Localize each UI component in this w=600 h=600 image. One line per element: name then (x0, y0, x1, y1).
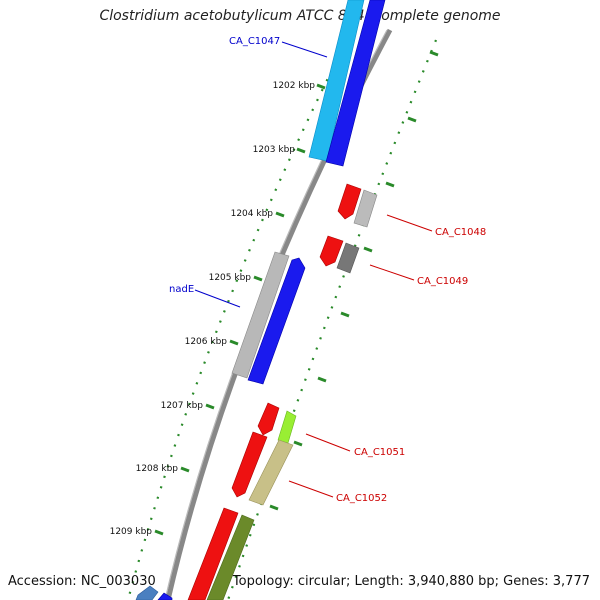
tick-label-1209: 1209 kbp (110, 527, 153, 537)
gene-label-CA_C1052[interactable]: CA_C1052 (336, 493, 387, 504)
feature-next[interactable] (187, 507, 255, 600)
tick-label-1204: 1204 kbp (231, 209, 274, 219)
feature-CA_C1049-gene[interactable] (336, 242, 360, 274)
tick-label-1207: 1207 kbp (161, 401, 204, 411)
outer-tick-f (317, 376, 327, 383)
feature-CA_C1049-cds[interactable] (319, 235, 344, 267)
feature-CA_C1048-cds[interactable] (337, 183, 362, 220)
accession-text: Accession: NC_003030 (8, 574, 156, 589)
leader-CA_C1048 (386, 214, 433, 232)
feature-CA_C1047[interactable] (308, 0, 386, 167)
tick-mark-1202 (316, 83, 326, 90)
feature-next-cds[interactable] (187, 507, 239, 600)
feature-CA_C1048-gene[interactable] (353, 189, 378, 228)
tick-mark-1208 (180, 466, 190, 473)
tick-mark-1209 (154, 529, 164, 536)
feature-CA_C1047-cds[interactable] (325, 0, 386, 167)
feature-CA_C1051-cds[interactable] (257, 402, 280, 436)
tick-label-1206: 1206 kbp (185, 337, 228, 347)
feature-CA_C1052-cds[interactable] (231, 431, 268, 498)
leader-CA_C1047 (281, 41, 328, 58)
feature-nadE-gene[interactable] (231, 251, 290, 379)
gene-label-CA_C1051[interactable]: CA_C1051 (354, 447, 405, 458)
leader-CA_C1052 (288, 480, 334, 498)
feature-CA_C1052[interactable] (231, 431, 294, 506)
outer-tick-g (293, 440, 303, 447)
map-title: Clostridium acetobutylicum ATCC 824, com… (99, 8, 501, 24)
tick-label-1208: 1208 kbp (136, 464, 179, 474)
leader-CA_C1051 (305, 433, 351, 452)
bottom-feature-a[interactable] (135, 585, 159, 600)
feature-CA_C1049[interactable] (319, 235, 360, 274)
outer-tick-a (429, 50, 439, 57)
gene-label-CA_C1048[interactable]: CA_C1048 (435, 227, 486, 238)
tick-mark-1206 (229, 339, 239, 346)
gene-label-CA_C1047[interactable]: CA_C1047 (229, 36, 280, 47)
gene-label-nadE[interactable]: nadE (169, 284, 194, 295)
outer-tick-e (340, 311, 350, 318)
topology-text: Topology: circular; Length: 3,940,880 bp… (232, 574, 590, 589)
inner-major-ticks (154, 83, 326, 536)
feature-nadE-cds[interactable] (247, 257, 306, 385)
inner-tick-track (126, 29, 353, 600)
outer-tick-d (363, 246, 373, 253)
tick-mark-1203 (296, 147, 306, 154)
tick-mark-1207 (205, 403, 215, 410)
feature-CA_C1051[interactable] (257, 402, 297, 444)
feature-CA_C1051-gene[interactable] (277, 410, 297, 444)
feature-CA_C1048[interactable] (337, 183, 378, 228)
tick-mark-1205 (253, 275, 263, 282)
tick-label-1203: 1203 kbp (253, 145, 296, 155)
feature-next-gene[interactable] (206, 514, 255, 600)
outer-tick-b (407, 116, 417, 123)
tick-label-1202: 1202 kbp (273, 81, 316, 91)
leader-nadE (194, 289, 241, 308)
feature-CA_C1052-gene[interactable] (248, 439, 294, 506)
bottom-feature-b[interactable] (157, 592, 173, 600)
outer-tick-c (385, 181, 395, 188)
feature-nadE[interactable] (231, 251, 306, 385)
outer-tick-h (269, 504, 279, 511)
outer-major-ticks (269, 50, 439, 511)
tick-mark-1204 (275, 211, 285, 218)
leader-CA_C1049 (369, 264, 415, 281)
tick-label-1205: 1205 kbp (209, 273, 252, 283)
gene-label-CA_C1049[interactable]: CA_C1049 (417, 276, 468, 287)
